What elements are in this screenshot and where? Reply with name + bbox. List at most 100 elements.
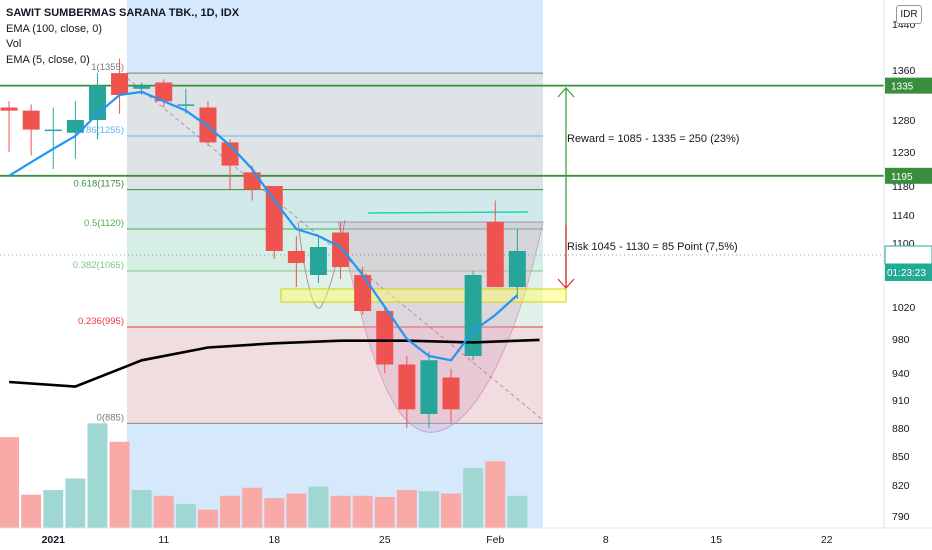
time-axis: 2021 11 18 25 Feb 8 15 22 [42, 534, 833, 546]
volume-bar [65, 478, 86, 528]
volume-legend: Vol [6, 38, 22, 50]
price-tick-label: 1140 [892, 210, 915, 222]
volume-bar [87, 423, 108, 528]
candle-body [111, 73, 129, 95]
level-price-label: 1195 [891, 172, 913, 183]
volume-bar [220, 495, 241, 528]
last-price-label: 1085 [893, 251, 916, 262]
fib-label: 1(1355) [91, 62, 124, 73]
volume-bar [131, 490, 152, 528]
candles [0, 58, 526, 428]
volume-bar [507, 495, 528, 528]
candle-body [332, 232, 350, 267]
volume-bar [308, 486, 329, 528]
level-price-label: 1335 [891, 82, 914, 93]
candle-body [354, 275, 372, 311]
volume-bar [175, 503, 196, 528]
time-tick-label: 11 [158, 534, 169, 546]
price-tick-label: 1020 [892, 302, 916, 314]
volume-bar [441, 493, 462, 528]
price-tick-label: 910 [892, 395, 910, 407]
price-tick-label: 820 [892, 480, 910, 492]
volume-bar [463, 468, 484, 528]
volume-bar [109, 441, 130, 528]
symbol-title: SAWIT SUMBERMAS SARANA TBK., 1D, IDX [6, 7, 240, 19]
volume-bar [418, 491, 439, 528]
price-tick-label: 790 [892, 511, 910, 523]
chart-legend: SAWIT SUMBERMAS SARANA TBK., 1D, IDX EMA… [6, 6, 239, 68]
time-tick-label: 15 [710, 534, 722, 546]
volume-bar [242, 487, 263, 528]
ema100-legend: EMA (100, close, 0) [6, 22, 102, 35]
volume-bar [485, 461, 506, 528]
volume-bar [21, 494, 42, 528]
level-price-tag [885, 167, 932, 184]
candle-body [199, 107, 217, 143]
level-price-tag [885, 77, 932, 94]
volume-bar [396, 490, 417, 528]
candle-body [221, 142, 239, 166]
volume-bar [286, 493, 307, 528]
fib-label: 0.5(1120) [84, 218, 124, 229]
volume-bar [352, 495, 373, 528]
price-tick-label: 850 [892, 451, 910, 463]
fibonacci-levels: 1(1355) 0.786(1255) 0.618(1175) 0.5(1120) 0.… [73, 62, 543, 424]
fib-zone [127, 73, 543, 136]
candle-body [133, 85, 151, 89]
candle-body [309, 247, 327, 275]
volume-bar [374, 496, 395, 528]
price-tick-label: 1280 [892, 115, 916, 127]
candle-body [464, 275, 482, 356]
time-tick-label: 25 [379, 534, 391, 546]
candle-body [287, 251, 305, 263]
price-tick-label: 940 [892, 368, 910, 380]
candle-body [508, 251, 526, 287]
fib-zone [127, 136, 543, 190]
price-tick-label: 1230 [892, 147, 916, 159]
fib-label: 0.618(1175) [73, 179, 124, 190]
volume-bar [153, 495, 174, 528]
candle-body [155, 82, 173, 102]
time-axis-bg [0, 528, 932, 550]
countdown-label: 01:23:23 [887, 268, 926, 279]
price-tick-label: 1360 [892, 65, 916, 77]
candle-body [486, 222, 504, 287]
reward-note: Reward = 1085 - 1335 = 250 (23%) [567, 133, 739, 145]
fib-label: 0.236(995) [78, 316, 124, 327]
candle-body [376, 311, 394, 365]
neckline-teal [367, 211, 529, 214]
volume-bar [0, 437, 20, 528]
support-zone-box [280, 288, 567, 303]
candle-body [66, 120, 84, 133]
risk-arrow [557, 225, 575, 289]
candle-body [22, 110, 40, 130]
fib-zone [127, 189, 543, 229]
volume-bar [197, 509, 218, 528]
candle-body [398, 364, 416, 410]
price-tags: 1335 1195 1085 01:23:23 [884, 77, 932, 281]
fib-label: 0.786(1255) [73, 125, 124, 136]
price-tick-label: 980 [892, 334, 910, 346]
time-tick-label: Feb [486, 534, 504, 546]
candle-body [420, 360, 438, 414]
candle-body [0, 107, 18, 111]
fib-label: 0(885) [97, 412, 124, 423]
time-tick-label: 8 [603, 534, 609, 546]
candle-body [442, 377, 460, 410]
candle-body [265, 186, 283, 251]
countdown-tag [885, 264, 932, 281]
candle-body [44, 129, 62, 132]
time-tick-label: 22 [821, 534, 833, 546]
price-tick-label: 880 [892, 423, 910, 435]
fib-label: 0.382(1065) [73, 260, 124, 271]
price-tick-label: 1180 [892, 181, 915, 193]
risk-note: Risk 1045 - 1130 = 85 Point (7,5%) [567, 241, 738, 253]
currency-button[interactable]: IDR [896, 5, 922, 24]
ema-100-line [9, 338, 540, 388]
volume-bar [330, 495, 351, 528]
ema-5-line [8, 90, 519, 362]
candle-body [177, 104, 195, 106]
volume-bars [0, 423, 528, 528]
ema5-legend: EMA (5, close, 0) [6, 53, 90, 66]
